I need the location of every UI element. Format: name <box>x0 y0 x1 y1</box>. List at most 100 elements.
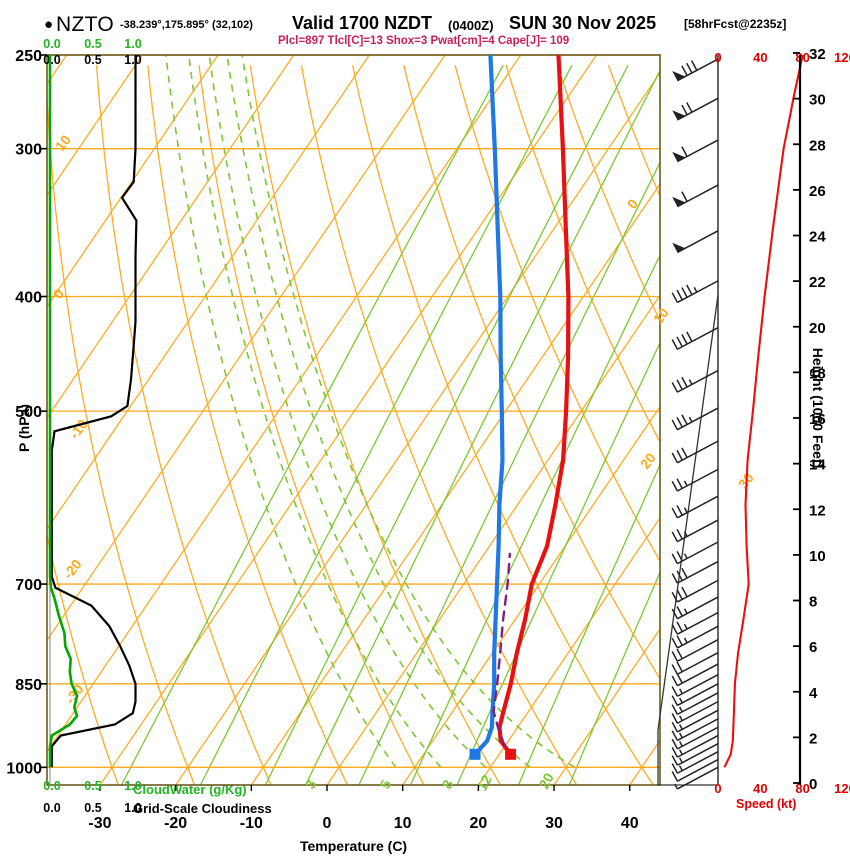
cloudiness-tick-bottom: 0.0 <box>43 801 60 815</box>
isotherm-label: 20 <box>637 450 659 472</box>
cloud-scale-ticks: 0.0 0.0 0.5 0.5 1.0 1.0 0.0 0.0 0.5 0.5 1.0 1.0 <box>43 37 141 815</box>
wind-barb <box>671 692 719 716</box>
mixing-ratio-label: 8 <box>439 777 457 792</box>
wind-barb <box>672 97 719 121</box>
mixing-ratio-label: 5 <box>377 777 395 792</box>
wind-barb <box>671 560 719 584</box>
pressure-tick: 250 <box>15 48 42 65</box>
wind-barb <box>672 139 719 163</box>
station-coordinates: -38.239°,175.895° (32,102) <box>120 19 253 31</box>
moist-adiabat <box>208 55 487 768</box>
height-tick: 18 <box>809 365 826 382</box>
height-tick: 26 <box>809 183 826 200</box>
station-id: NZTO <box>56 13 114 36</box>
cloudwater-tick-top: 1.0 <box>124 37 141 51</box>
wind-barb <box>671 541 719 565</box>
mixing-ratio-label: 20 <box>536 770 558 791</box>
isotherm <box>553 628 660 785</box>
wind-barb <box>671 700 719 724</box>
wind-barb <box>671 751 719 774</box>
cloudwater-tick-top: 0.0 <box>43 37 60 51</box>
isotherm <box>47 55 295 419</box>
wind-barb-column <box>657 55 719 790</box>
cloudwater-tick-bottom: 0.5 <box>84 779 101 793</box>
wind-barb <box>671 674 719 697</box>
skewt-frame <box>46 54 661 786</box>
height-tick: 4 <box>809 685 818 702</box>
forecast-run-label: [58hrFcst@2235z] <box>684 17 787 31</box>
wind-barb <box>671 683 719 707</box>
plot-frame <box>46 54 661 786</box>
mixing-ratio-line <box>305 69 660 785</box>
mixing-ratio-line <box>568 570 660 785</box>
isotherm <box>477 516 660 785</box>
valid-time-utc: (0400Z) <box>448 18 494 33</box>
temperature-tick: -20 <box>164 815 187 832</box>
isotherm <box>47 55 522 753</box>
wind-barb <box>671 709 719 733</box>
cloudiness-tick-top: 0.5 <box>84 53 101 67</box>
pressure-tick: 700 <box>15 577 42 594</box>
height-tick: 24 <box>809 229 826 246</box>
height-tick: 10 <box>809 548 826 565</box>
wind-barb <box>671 726 719 750</box>
moist-adiabat <box>226 55 531 768</box>
temperature-curve <box>497 55 571 757</box>
mixing-ratio-label: 12 <box>474 772 496 793</box>
dry-adiabat <box>198 65 425 785</box>
cloudiness-axis-title: Grid-Scale Cloudiness <box>133 801 272 816</box>
cloudiness-profile-curve <box>50 55 138 768</box>
valid-time: Valid 1700 NZDT <box>292 13 433 33</box>
height-tick: 22 <box>809 274 826 291</box>
wind-barb <box>671 369 719 393</box>
wind-barb-envelope <box>657 294 719 786</box>
temperature-tick: 30 <box>545 815 563 832</box>
pressure-tick: 400 <box>15 290 42 307</box>
temperature-surface-marker <box>505 748 517 760</box>
wind-barb <box>674 766 719 790</box>
wind-barb <box>671 652 719 675</box>
isotherm-label: 10 <box>650 305 672 327</box>
isotherm <box>250 182 660 785</box>
isotherm <box>402 405 660 785</box>
dry-adiabat <box>47 86 196 785</box>
height-tick: 20 <box>809 320 826 337</box>
wind-barb <box>671 579 719 603</box>
isotherm-lines <box>47 55 850 785</box>
sounding-curves <box>469 55 571 760</box>
dry-adiabat <box>762 65 850 785</box>
wind-barb <box>672 58 719 82</box>
isotherm <box>47 55 370 531</box>
mixing-ratio-line <box>199 64 573 785</box>
dry-adiabat <box>47 533 119 785</box>
wind-barb <box>671 468 719 492</box>
cloudwater-profile-curve <box>48 55 79 768</box>
wind-barb <box>671 625 719 649</box>
isotherm <box>47 55 219 308</box>
station-marker-icon: ● <box>44 16 54 33</box>
mixing-ratio-label: 3 <box>302 777 320 792</box>
wind-barb <box>672 230 719 254</box>
wind-barb <box>671 611 719 635</box>
height-tick: 2 <box>809 730 817 747</box>
isotherm-label: 0 <box>624 196 642 212</box>
moist-adiabat <box>165 55 397 768</box>
height-tick: 28 <box>809 137 826 154</box>
cloudwater-tick-top: 0.5 <box>84 37 101 51</box>
valid-date: SUN 30 Nov 2025 <box>509 13 657 33</box>
wind-barb <box>671 495 719 519</box>
dry-adiabat <box>505 65 660 444</box>
isotherm <box>705 55 850 785</box>
speed-profile: 0040408080120120 <box>714 50 850 796</box>
speed-tick-bottom: 0 <box>714 781 721 796</box>
mixing-ratio-line <box>358 160 660 785</box>
isotherm <box>175 71 660 785</box>
temperature-tick: 40 <box>621 815 639 832</box>
pressure-tick: 850 <box>15 677 42 694</box>
speed-tick-top: 120 <box>834 50 850 65</box>
dry-adiabat <box>351 65 654 785</box>
pressure-tick: 1000 <box>6 760 42 777</box>
